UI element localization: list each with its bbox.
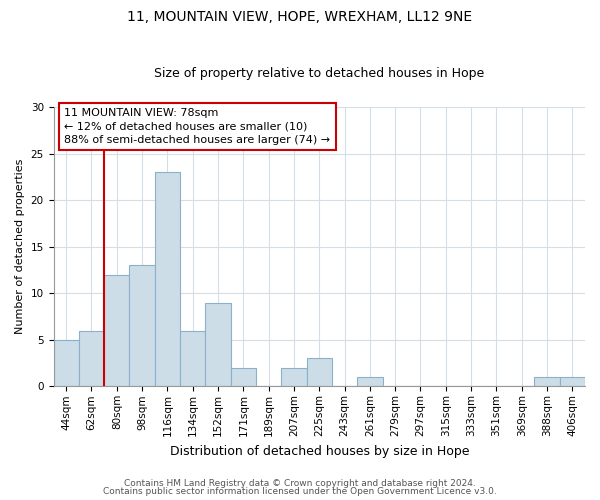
Y-axis label: Number of detached properties: Number of detached properties — [15, 159, 25, 334]
Bar — [357, 377, 383, 386]
Bar — [53, 340, 79, 386]
Bar — [130, 266, 155, 386]
Text: Contains HM Land Registry data © Crown copyright and database right 2024.: Contains HM Land Registry data © Crown c… — [124, 478, 476, 488]
Bar — [307, 358, 332, 386]
Bar — [560, 377, 585, 386]
Bar — [230, 368, 256, 386]
Bar — [155, 172, 180, 386]
X-axis label: Distribution of detached houses by size in Hope: Distribution of detached houses by size … — [170, 444, 469, 458]
Bar — [180, 330, 205, 386]
Bar — [535, 377, 560, 386]
Bar — [104, 274, 130, 386]
Bar — [205, 302, 230, 386]
Title: Size of property relative to detached houses in Hope: Size of property relative to detached ho… — [154, 66, 484, 80]
Bar — [281, 368, 307, 386]
Text: 11, MOUNTAIN VIEW, HOPE, WREXHAM, LL12 9NE: 11, MOUNTAIN VIEW, HOPE, WREXHAM, LL12 9… — [127, 10, 473, 24]
Text: Contains public sector information licensed under the Open Government Licence v3: Contains public sector information licen… — [103, 487, 497, 496]
Text: 11 MOUNTAIN VIEW: 78sqm
← 12% of detached houses are smaller (10)
88% of semi-de: 11 MOUNTAIN VIEW: 78sqm ← 12% of detache… — [64, 108, 330, 145]
Bar — [79, 330, 104, 386]
